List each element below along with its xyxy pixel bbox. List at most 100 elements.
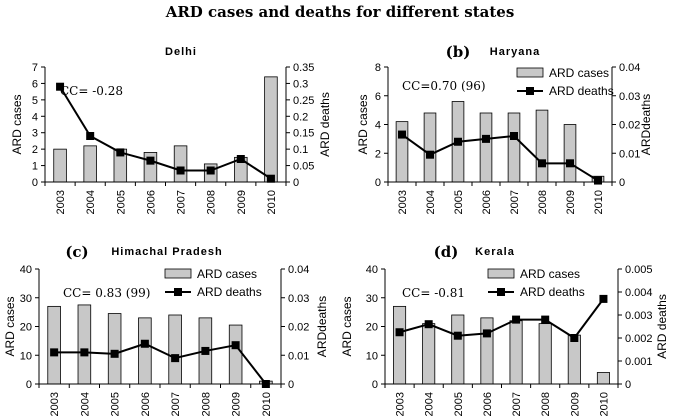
ard-cases-bar (596, 372, 610, 385)
ard-deaths-line (401, 133, 599, 182)
panel-label: (b) (446, 43, 471, 61)
ard-deaths-point (538, 159, 546, 168)
y-left-tick-label: 0 (372, 379, 378, 391)
legend-deaths-marker (174, 288, 182, 296)
x-tick-label: 2004 (425, 190, 437, 214)
y-right-tick-label: 0.002 (625, 333, 653, 345)
legend-cases-swatch (516, 67, 544, 78)
x-tick-label: 2005 (453, 190, 465, 214)
chart-panel-3: (c) Himachal Pradesh CC= 0.83 (99) 0 10 20 30 4… (3, 243, 329, 416)
y-axis-right-label: ARD deaths (655, 294, 669, 359)
ard-deaths-point (146, 156, 155, 165)
y-left-tick-label: 2 (32, 144, 38, 156)
y-right-tick-label: 0.03 (288, 293, 309, 305)
legend-deaths-label: ARD deaths (197, 285, 262, 299)
ard-deaths-point (56, 82, 65, 91)
y-right-tick-label: 0.35 (293, 62, 314, 74)
x-tick-label: 2004 (85, 190, 97, 214)
ard-deaths-point (86, 132, 95, 140)
ard-deaths-point (541, 315, 550, 324)
ard-cases-bar (563, 124, 577, 183)
y-right-tick-label: 0.01 (619, 148, 640, 160)
y-axis-right-label: ARD deaths (318, 92, 332, 157)
x-tick-label: 2008 (200, 392, 212, 416)
legend-cases-swatch (164, 268, 192, 279)
y-left-tick-label: 5 (32, 95, 38, 107)
y-right-tick-label: 0.02 (288, 322, 309, 334)
ard-deaths-point (510, 132, 518, 140)
y-right-tick-label: 0.25 (293, 95, 314, 107)
ard-cases-bar (480, 317, 494, 385)
y-left-tick-label: 10 (20, 350, 32, 362)
ard-deaths-point (398, 130, 406, 139)
x-tick-label: 2005 (115, 190, 127, 214)
y-right-tick-label: 0.005 (625, 264, 653, 276)
cc-label: CC= 0.83 (99) (63, 286, 150, 300)
ard-deaths-point (176, 166, 185, 175)
ard-deaths-point (570, 334, 579, 342)
y-left-tick-label: 20 (20, 322, 32, 334)
ard-deaths-point (116, 148, 125, 157)
ard-deaths-point (50, 348, 59, 357)
y-right-tick-label: 0.03 (619, 91, 640, 103)
ard-cases-bar (423, 112, 437, 183)
y-right-tick-label: 0 (619, 177, 625, 189)
ard-cases-bar (479, 112, 493, 183)
y-right-tick-label: 0.05 (293, 161, 314, 173)
ard-cases-bar (173, 145, 188, 183)
chart-panel-4: (d) Kerala CC= -0.81 0 10 20 30 40 0 0.001 0.002 0.… (340, 243, 669, 416)
chart-panel-2: (b) Haryana CC=0.70 (96) 0 2 4 6 8 0 0.01 0.02 0.03… (356, 43, 653, 214)
y-axis-left-label: ARD cases (340, 296, 354, 356)
y-axis-left-label: ARD cases (3, 296, 17, 356)
x-tick-label: 2006 (145, 190, 157, 214)
legend-deaths-marker (497, 288, 505, 296)
x-tick-label: 2010 (593, 190, 605, 214)
ard-cases-bar (228, 324, 243, 385)
y-right-tick-label: 0.1 (293, 144, 308, 156)
cc-label: CC= -0.28 (60, 84, 123, 98)
x-tick-label: 2010 (261, 392, 273, 416)
y-left-tick-label: 4 (32, 111, 38, 123)
ard-cases-bar (451, 314, 465, 385)
figure-title: ARD cases and deaths for different state… (165, 3, 515, 21)
y-left-tick-label: 3 (32, 128, 38, 140)
legend: ARD cases ARD deaths (164, 267, 262, 299)
y-right-tick-label: 0 (625, 379, 631, 391)
legend-cases-label: ARD cases (520, 267, 580, 281)
panels-group: Delhi CC= -0.28 0 1 2 3 4 5 6 7 0 0.05 0.1 0.15 0.2 0.2… (3, 43, 669, 416)
ard-deaths-point (80, 348, 89, 357)
x-tick-label: 2006 (482, 392, 494, 416)
ard-deaths-point (453, 331, 462, 340)
x-tick-label: 2007 (176, 190, 188, 214)
ard-deaths-point (566, 159, 574, 168)
y-left-tick-label: 0 (32, 177, 38, 189)
ard-deaths-line (399, 298, 605, 340)
ard-deaths-point (594, 176, 602, 185)
y-right-tick-label: 0 (293, 177, 299, 189)
x-tick-label: 2009 (236, 190, 248, 214)
ard-deaths-line (59, 86, 272, 180)
ard-deaths-point (171, 354, 180, 363)
y-left-tick-label: 20 (366, 322, 378, 334)
ard-deaths-point (454, 137, 462, 146)
x-tick-label: 2009 (569, 392, 581, 416)
ard-cases-bar (77, 304, 92, 385)
y-axis-right-label: ARDdeaths (639, 94, 653, 155)
y-left-tick-label: 0 (375, 177, 381, 189)
x-tick-label: 2005 (110, 392, 122, 416)
y-axis-left-label: ARD cases (10, 94, 24, 154)
y-left-tick-label: 0 (26, 379, 32, 391)
ard-deaths-point (266, 174, 275, 183)
x-tick-label: 2006 (481, 190, 493, 214)
y-right-tick-label: 0.003 (625, 310, 653, 322)
x-tick-label: 2009 (231, 392, 243, 416)
y-left-tick-label: 30 (20, 293, 32, 305)
ard-deaths-point (512, 315, 521, 324)
x-tick-label: 2003 (55, 190, 67, 214)
x-tick-label: 2004 (424, 392, 436, 416)
ard-cases-bar (393, 305, 407, 385)
y-right-tick-label: 0.15 (293, 128, 314, 140)
y-right-tick-label: 0.01 (288, 350, 309, 362)
y-left-tick-label: 40 (366, 264, 378, 276)
